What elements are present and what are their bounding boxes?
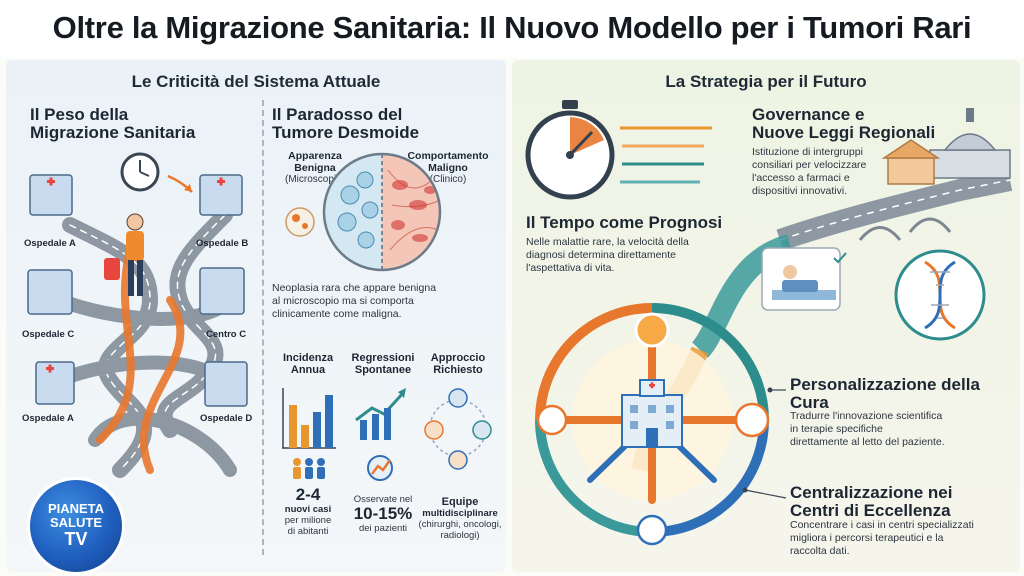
stat-incidence-title: Incidenza Annua <box>270 352 346 376</box>
governance-body-line4: dispositivi innovativi. <box>752 185 848 197</box>
paradox-desc-line1: Neoplasia rara che appare benigna <box>272 282 437 294</box>
hospital-label-6: Ospedale D <box>200 413 253 424</box>
personal-heading: Personalizzazione della Cura <box>790 376 1015 412</box>
stat-incidence-desc-line1: nuovi casi <box>284 504 332 515</box>
right-section-title: La Strategia per il Futuro <box>665 72 867 91</box>
time-body: Nelle malattie rare, la velocità della d… <box>526 236 746 275</box>
central-body-line3: raccolta dati. <box>790 545 850 557</box>
governance-heading: Governance e Nuove Leggi Regionali <box>752 106 1012 142</box>
malign-line1: Comportamento <box>407 150 489 162</box>
stat-approach-desc-line2: (chirurghi, oncologi, <box>418 519 502 530</box>
central-heading-line2: Centri di Eccellenza <box>790 501 951 520</box>
central-heading: Centralizzazione nei Centri di Eccellenz… <box>790 484 1015 520</box>
governance-body-line1: Istituzione di intergruppi <box>752 146 863 158</box>
logo-line3: TV <box>64 529 88 549</box>
central-body-line2: migliora i percorsi terapeutici e la <box>790 532 944 544</box>
personal-body: Tradurre l'innovazione scientifica in te… <box>790 410 1015 449</box>
hospital-label-5: Ospedale A <box>22 413 74 424</box>
time-body-line1: Nelle malattie rare, la velocità della <box>526 236 689 248</box>
benign-line2: Benigna <box>294 162 336 174</box>
governance-heading-line2: Nuove Leggi Regionali <box>752 123 936 142</box>
stat-incidence-desc-line2: per milione <box>284 515 332 526</box>
time-body-line2: diagnosi determina direttamente <box>526 249 677 261</box>
stat-regression-title: Regressioni Spontanee <box>343 352 423 376</box>
benign-line1: Apparenza <box>288 150 342 162</box>
personal-heading-line1: Personalizzazione della <box>790 375 980 394</box>
paradox-desc-line3: clinicamente come maligna. <box>272 308 402 320</box>
stat-regression-value: 10-15% <box>353 504 413 523</box>
hospital-label-4: Centro C <box>206 329 247 340</box>
governance-heading-line1: Governance e <box>752 105 865 124</box>
central-body-line1: Concentrare i casi in centri specializza… <box>790 519 974 531</box>
logo-line1: PIANETA <box>47 501 105 516</box>
title-bar <box>0 0 1024 58</box>
governance-body: Istituzione di intergruppi consiliari pe… <box>752 146 902 198</box>
migration-heading-line1: Il Peso della <box>30 105 129 124</box>
stat-approach: Equipe multidisciplinare (chirurghi, onc… <box>415 496 505 541</box>
paradox-description: Neoplasia rara che appare benigna al mic… <box>272 282 492 321</box>
logo-line2: SALUTE <box>50 515 102 530</box>
stat-approach-title-line2: Richiesto <box>433 364 483 376</box>
main-title: Oltre la Migrazione Sanitaria: Il Nuovo … <box>52 10 972 45</box>
paradox-heading-line2: Tumore Desmoide <box>272 123 420 142</box>
paradox-heading-line1: Il Paradosso del <box>272 105 403 124</box>
stat-incidence-title-line2: Annua <box>290 364 326 376</box>
pianeta-salute-logo: PIANETA SALUTE TV <box>30 480 122 572</box>
malign-sub: (Clinico) <box>429 174 467 185</box>
stat-regression-pre: Osservate nel <box>353 494 413 505</box>
personal-body-line2: in terapie specifiche <box>790 423 883 435</box>
stat-approach-value: Equipe <box>441 496 479 508</box>
stat-regression-title-line2: Spontanee <box>354 364 412 376</box>
personal-body-line3: direttamente al letto del paziente. <box>790 436 945 448</box>
hospital-label-3: Ospedale C <box>22 329 75 340</box>
column-divider <box>262 100 264 555</box>
central-heading-line1: Centralizzazione nei <box>790 483 953 502</box>
governance-body-line2: consiliari per velocizzare <box>752 159 867 171</box>
migration-heading: Il Peso della Migrazione Sanitaria <box>30 106 270 142</box>
benign-sub: (Microscopio) <box>284 174 345 185</box>
personal-body-line1: Tradurre l'innovazione scientifica <box>790 410 943 422</box>
stat-incidence-title-line1: Incidenza <box>282 352 334 364</box>
stat-regression-title-line1: Regressioni <box>351 352 415 364</box>
stat-incidence-value: 2-4 <box>295 485 321 504</box>
personal-heading-line2: Cura <box>790 393 829 412</box>
paradox-heading: Il Paradosso del Tumore Desmoide <box>272 106 492 142</box>
stat-incidence-desc-line3: di abitanti <box>287 526 329 537</box>
governance-body-line3: l'accesso a farmaci e <box>752 172 850 184</box>
malign-line2: Maligno <box>428 162 468 174</box>
migration-heading-line2: Migrazione Sanitaria <box>30 123 196 142</box>
time-heading: Il Tempo come Prognosi <box>526 213 723 232</box>
paradox-desc-line2: al microscopio ma si comporta <box>272 295 414 307</box>
stat-approach-desc-line3: radiologi) <box>440 530 480 541</box>
benign-label: Apparenza Benigna (Microscopio) <box>270 150 360 186</box>
stat-incidence: 2-4 nuovi casi per milione di abitanti <box>270 485 346 538</box>
central-body: Concentrare i casi in centri specializza… <box>790 519 1018 558</box>
stat-approach-title: Approccio Richiesto <box>420 352 496 376</box>
stat-regression: Osservate nel 10-15% dei pazienti <box>340 494 426 534</box>
left-section-title: Le Criticità del Sistema Attuale <box>131 72 381 91</box>
malign-label: Comportamento Maligno (Clinico) <box>398 150 498 186</box>
stat-approach-desc-line1: multidisciplinare <box>422 508 498 519</box>
hospital-label-2: Ospedale B <box>196 238 249 249</box>
stat-regression-desc: dei pazienti <box>358 523 408 534</box>
time-body-line3: l'aspettativa di vita. <box>526 262 615 274</box>
hospital-label-1: Ospedale A <box>24 238 76 249</box>
stat-approach-title-line1: Approccio <box>430 352 486 364</box>
